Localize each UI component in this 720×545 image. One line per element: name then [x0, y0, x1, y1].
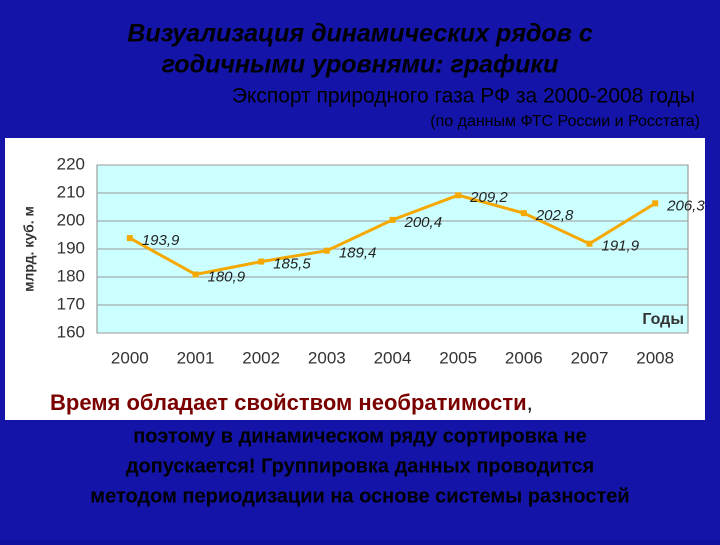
value-label: 180,9: [208, 268, 246, 285]
note-line: поэтому в динамическом ряду сортировка н…: [133, 425, 587, 447]
slide-title: годичными уровнями: графики: [162, 51, 559, 79]
note-comma: ,: [527, 390, 533, 415]
data-point: [586, 240, 593, 247]
note-line: методом периодизации на основе системы р…: [90, 485, 629, 507]
value-label: 200,4: [404, 214, 443, 231]
y-tick-label: 190: [57, 238, 85, 257]
x-tick-label: 2000: [111, 348, 149, 367]
value-label: 209,2: [469, 189, 508, 206]
data-point: [258, 258, 265, 265]
value-label: 191,9: [602, 238, 640, 255]
y-tick-label: 220: [57, 154, 85, 173]
chart-title: Экспорт природного газа РФ за 2000-2008 …: [232, 85, 695, 108]
y-tick-label: 180: [57, 266, 85, 285]
note-lead: Время обладает свойством необратимости,: [50, 390, 533, 415]
data-point: [192, 271, 199, 278]
value-label: 206,3: [666, 197, 705, 214]
value-label: 185,5: [273, 256, 311, 273]
y-tick-label: 200: [57, 210, 85, 229]
x-tick-label: 2006: [505, 348, 543, 367]
note-line: допускается! Группировка данных проводит…: [126, 455, 594, 477]
value-label: 193,9: [142, 232, 180, 249]
x-tick-label: 2003: [308, 348, 346, 367]
y-axis-label: млрд. куб. м: [21, 206, 37, 292]
data-point: [389, 216, 396, 223]
x-tick-label: 2004: [374, 348, 412, 367]
data-point: [652, 200, 659, 207]
y-tick-label: 210: [57, 182, 85, 201]
x-tick-label: 2007: [571, 348, 609, 367]
chart-subtitle: (по данным ФТС России и Росстата): [430, 113, 700, 130]
value-label: 189,4: [339, 245, 377, 262]
x-tick-label: 2001: [177, 348, 215, 367]
x-tick-label: 2002: [242, 348, 280, 367]
y-tick-label: 160: [57, 322, 85, 341]
value-label: 202,8: [535, 207, 574, 224]
data-point: [520, 210, 527, 217]
y-tick-label: 170: [57, 294, 85, 313]
data-point: [126, 235, 133, 242]
x-tick-label: 2008: [636, 348, 674, 367]
data-point: [323, 247, 330, 254]
slide-title: Визуализация динамических рядов с: [127, 20, 593, 48]
data-point: [455, 192, 462, 199]
note-lead-text: Время обладает свойством необратимости: [50, 390, 527, 415]
x-axis-label: Годы: [642, 311, 684, 328]
x-tick-label: 2005: [439, 348, 477, 367]
